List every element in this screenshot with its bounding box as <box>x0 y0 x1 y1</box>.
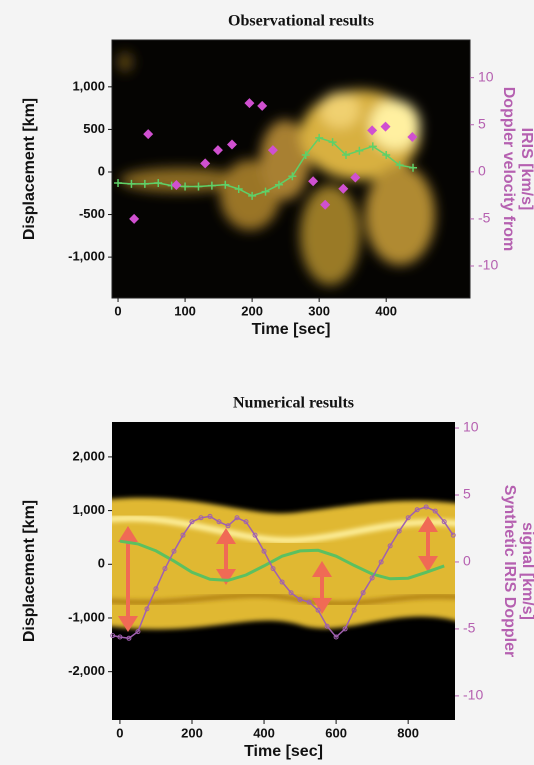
y-tick-label: 0 <box>98 163 105 178</box>
x-axis-label: Time [sec] <box>244 743 323 760</box>
y-tick-label: -1,000 <box>68 609 105 624</box>
chart-title: Numerical results <box>233 395 354 412</box>
x-tick-label: 800 <box>397 725 419 740</box>
y-tick-label: -2,000 <box>68 663 105 678</box>
y2-axis-label: Synthetic IRIS Doppler <box>501 485 518 657</box>
y2-tick-label: 0 <box>478 163 486 179</box>
y-tick-label: 2,000 <box>72 448 105 463</box>
y-tick-label: 500 <box>83 121 105 136</box>
x-axis-label: Time [sec] <box>252 321 331 338</box>
y2-tick-label: 0 <box>463 553 471 569</box>
chart-title: Observational results <box>228 13 374 30</box>
y-tick-label: 1,000 <box>72 78 105 93</box>
y-axis-label: Displacement [km] <box>21 98 38 240</box>
y2-tick-label: 10 <box>478 68 494 84</box>
figure: Observational results01002003004001,0005… <box>0 0 534 765</box>
y2-axis-label: Doppler velocity from <box>500 87 517 251</box>
y2-tick-label: -5 <box>463 620 476 636</box>
y2-tick-label: 5 <box>463 486 471 502</box>
x-tick-label: 0 <box>116 725 123 740</box>
x-tick-label: 300 <box>308 303 330 318</box>
x-tick-label: 100 <box>174 303 196 318</box>
y-tick-label: 1,000 <box>72 502 105 517</box>
y2-tick-label: -10 <box>463 687 483 703</box>
x-tick-label: 600 <box>325 725 347 740</box>
x-tick-label: 0 <box>114 303 121 318</box>
y2-tick-label: 5 <box>478 115 486 131</box>
x-tick-label: 200 <box>181 725 203 740</box>
y2-tick-label: -5 <box>478 210 491 226</box>
y2-axis-label: IRIS [km/s] <box>518 128 534 211</box>
intensity-map <box>100 498 470 629</box>
x-tick-label: 400 <box>253 725 275 740</box>
x-tick-label: 200 <box>241 303 263 318</box>
y-tick-label: -1,000 <box>68 249 105 264</box>
y2-axis-label: signal [km/s] <box>519 522 534 620</box>
y-tick-label: 0 <box>98 556 105 571</box>
y2-tick-label: 10 <box>463 419 479 435</box>
x-tick-label: 400 <box>375 303 397 318</box>
y2-tick-label: -10 <box>478 257 498 273</box>
y-tick-label: -500 <box>79 206 105 221</box>
y-axis-label: Displacement [km] <box>21 500 38 642</box>
